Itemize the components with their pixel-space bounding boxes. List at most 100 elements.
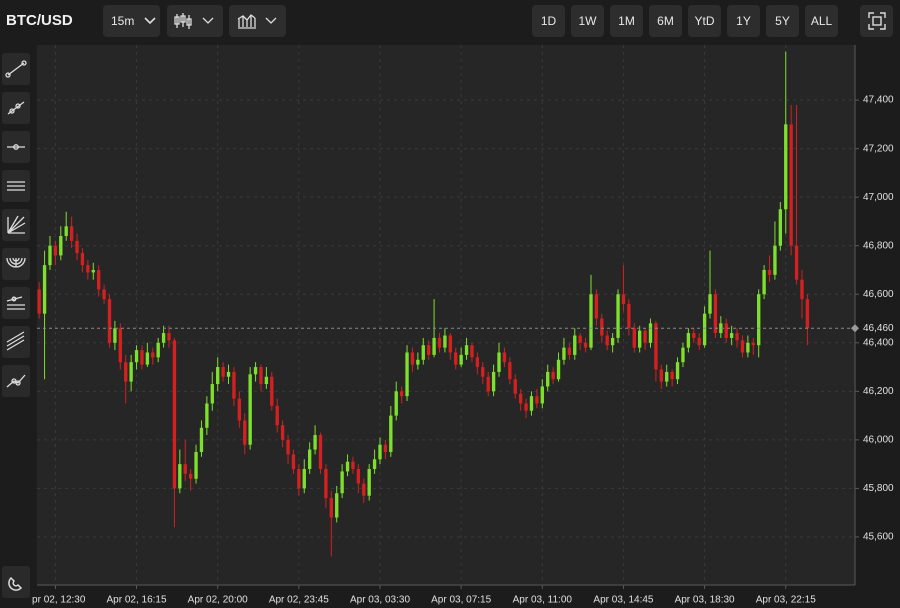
- chart: 45,600 45,800 46,000 46,200 46,400 46,600 46,8…: [32, 44, 900, 608]
- candle-body: [313, 435, 317, 450]
- candle-body: [324, 468, 328, 499]
- candle-body: [42, 265, 47, 314]
- candle-body: [37, 289, 41, 314]
- candle-body: [491, 371, 496, 392]
- interval-dropdown[interactable]: 15m: [103, 5, 160, 37]
- y-tick-label: 47,400: [863, 95, 894, 106]
- range-button[interactable]: 1M: [610, 5, 643, 37]
- candle-body: [670, 371, 674, 380]
- candle-body: [535, 396, 539, 404]
- tool-parallel[interactable]: [2, 326, 30, 358]
- indicator-dropdown[interactable]: [229, 5, 286, 37]
- candle-body: [665, 371, 669, 382]
- tool-channel[interactable]: [2, 170, 30, 202]
- candle-body: [729, 333, 734, 338]
- candle-body: [573, 335, 577, 355]
- candle-body: [486, 376, 490, 392]
- tool-horizontal[interactable]: [2, 131, 30, 163]
- candle-body: [421, 345, 425, 360]
- candle-body: [383, 444, 388, 453]
- tool-ray[interactable]: [2, 92, 30, 124]
- candle-body: [659, 369, 663, 382]
- x-tick-label: Apr 02, 20:00: [188, 595, 248, 606]
- candle-body: [778, 209, 783, 246]
- candle-body: [643, 330, 647, 343]
- candle-body: [210, 384, 214, 404]
- candle-body: [53, 245, 58, 256]
- candle-body: [562, 347, 566, 360]
- candle-body: [454, 352, 458, 365]
- candle-body: [335, 493, 339, 518]
- candle-body: [789, 124, 793, 246]
- candle-body: [156, 342, 160, 358]
- candle-body: [226, 371, 231, 377]
- candle-body: [140, 350, 144, 365]
- y-tick-label: 45,800: [863, 483, 894, 494]
- candle-body: [107, 299, 112, 343]
- range-button[interactable]: 1W: [571, 5, 604, 37]
- chart-type-dropdown[interactable]: [167, 5, 223, 37]
- candle-body: [118, 328, 122, 363]
- candle-body: [48, 245, 52, 266]
- candle-body: [167, 333, 171, 341]
- candle-body: [589, 294, 593, 348]
- range-button[interactable]: 6M: [649, 5, 682, 37]
- candle-body: [556, 359, 561, 380]
- range-button[interactable]: ALL: [805, 5, 838, 37]
- candle-body: [518, 393, 523, 404]
- candle-body: [416, 359, 420, 365]
- candle-body: [567, 347, 572, 355]
- tool-line[interactable]: [2, 53, 30, 85]
- range-button[interactable]: 1D: [532, 5, 565, 37]
- candle-body: [621, 294, 626, 304]
- candle-body: [161, 333, 166, 343]
- candle-body: [757, 294, 761, 346]
- candle-body: [583, 342, 588, 348]
- interval-label: 15m: [111, 14, 135, 28]
- candle-body: [686, 333, 691, 348]
- candle-body: [367, 468, 371, 496]
- candle-body: [394, 391, 398, 416]
- candle-body: [248, 374, 252, 445]
- candle-body: [540, 386, 544, 404]
- last-price-marker: [851, 324, 859, 333]
- tool-levels[interactable]: [2, 287, 30, 319]
- candle-body: [237, 398, 242, 421]
- candle-body: [145, 352, 150, 365]
- candle-body: [378, 444, 382, 460]
- x-tick-label: Apr 03, 11:00: [513, 595, 573, 606]
- candle-body: [432, 337, 436, 355]
- candle-body: [702, 313, 707, 346]
- candle-body: [529, 396, 534, 411]
- tool-path[interactable]: [2, 365, 30, 397]
- candle-body: [205, 403, 209, 428]
- candle-body: [410, 352, 415, 365]
- candle-body: [75, 240, 79, 253]
- candle-body: [610, 337, 615, 346]
- range-button[interactable]: 5Y: [766, 5, 799, 37]
- candle-body: [675, 362, 680, 380]
- plot-area: [37, 45, 855, 585]
- candle-body: [800, 279, 804, 300]
- candle-body: [481, 367, 485, 377]
- candle-body: [270, 376, 274, 406]
- tool-magnet[interactable]: [2, 566, 30, 598]
- candle-body: [232, 371, 236, 399]
- candle-body: [264, 376, 269, 385]
- candle-body: [443, 335, 447, 348]
- x-tick-label: Apr 03, 07:15: [431, 595, 491, 606]
- candle-body: [243, 420, 247, 445]
- candle-body: [329, 498, 333, 518]
- range-button[interactable]: YtD: [688, 5, 721, 37]
- fullscreen-button[interactable]: [860, 5, 893, 37]
- tool-fan[interactable]: [2, 209, 30, 241]
- tool-arc[interactable]: [2, 248, 30, 280]
- candle-body: [91, 269, 95, 273]
- range-button[interactable]: 1Y: [727, 5, 760, 37]
- x-tick-label: Apr 03, 14:45: [593, 595, 653, 606]
- candle-body: [751, 342, 755, 346]
- candle-body: [297, 468, 301, 489]
- candle-body: [497, 352, 501, 372]
- candle-body: [280, 425, 285, 440]
